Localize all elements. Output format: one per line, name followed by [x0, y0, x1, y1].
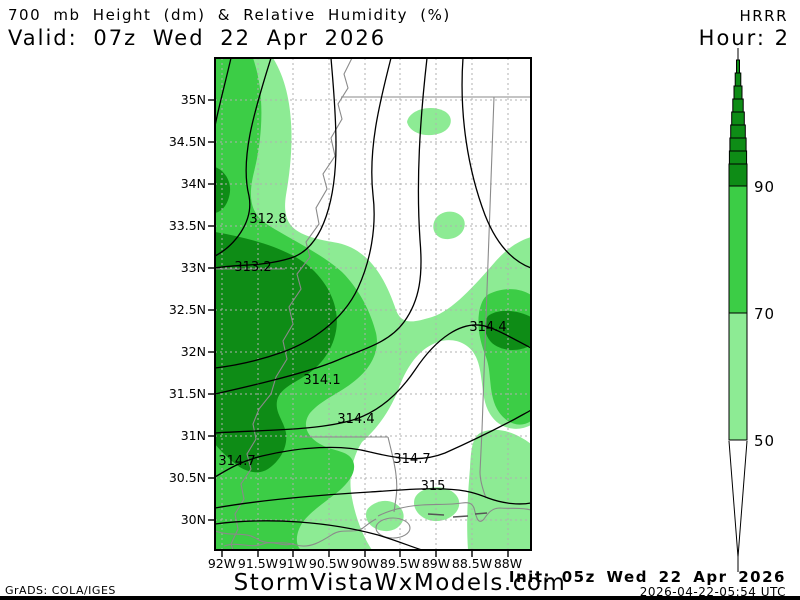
contour-label: 312.8	[249, 212, 286, 227]
lon-tick-label: 91.5W	[238, 556, 278, 571]
colorbar-segment-70-90	[728, 185, 748, 314]
lat-tick-label: 35N	[181, 92, 206, 107]
lat-tick-label: 32.5N	[169, 302, 206, 317]
valid-time-label: Valid: 07z Wed 22 Apr 2026	[8, 26, 387, 50]
mississippi-river	[230, 58, 353, 550]
lat-tick-label: 33N	[181, 260, 206, 275]
lat-tick-label: 30N	[181, 512, 206, 527]
contour-label: 314.1	[303, 373, 340, 388]
colorbar-label-70: 70	[754, 305, 775, 323]
latlon-gridlines	[215, 58, 531, 550]
contour-label: 315	[421, 479, 446, 494]
lon-tick-label: 89W	[422, 556, 450, 571]
lon-tick-label: 92W	[208, 556, 236, 571]
contour-label: 314.7	[218, 454, 255, 469]
page-title: 700 mb Height (dm) & Relative Humidity (…	[8, 6, 451, 24]
contour-label: 314.4	[469, 320, 506, 335]
init-time-label: Init: 05z Wed 22 Apr 2026	[508, 568, 786, 586]
coastline	[215, 502, 531, 547]
lon-tick-label: 88.5W	[452, 556, 492, 571]
lat-tick-label: 33.5N	[169, 218, 206, 233]
colorbar-segment-50-70	[728, 312, 748, 441]
state-borders	[215, 96, 531, 513]
lat-tick-label: 34.5N	[169, 134, 206, 149]
grads-credit-label: GrADS: COLA/IGES	[5, 584, 116, 597]
axis-ticks	[208, 99, 509, 557]
lon-axis-labels: 92W 91.5W 91W 90.5W 90W 89.5W 89W 88.5W …	[208, 556, 522, 571]
contour-label: 313.2	[234, 260, 271, 275]
map-frame	[214, 57, 532, 551]
init-timestamp-label: 2026-04-22-05:54 UTC	[639, 585, 786, 599]
colorbar: 90 70 50	[728, 48, 775, 572]
contour-labels: 312.8 313.2 314.1 314.4 314.4 314.7 314.…	[218, 212, 506, 494]
colorbar-taper-bottom	[728, 440, 748, 572]
forecast-hour-label: Hour: 2	[698, 26, 790, 50]
lat-tick-label: 31N	[181, 428, 206, 443]
lon-tick-label: 88W	[494, 556, 522, 571]
lon-tick-label: 89.5W	[380, 556, 420, 571]
barrier-island-dashes	[427, 512, 488, 518]
lon-tick-label: 90W	[351, 556, 379, 571]
lat-tick-label: 31.5N	[169, 386, 206, 401]
height-contours	[215, 58, 531, 550]
brand-watermark: StormVistaWxModels.com	[233, 570, 567, 596]
colorbar-cone-top	[728, 59, 748, 187]
bottom-border-strip	[0, 596, 800, 600]
model-name-label: HRRR	[739, 7, 788, 25]
lat-axis-labels: 35N 34.5N 34N 33.5N 33N 32.5N 32N 31.5N …	[169, 92, 206, 527]
lat-tick-label: 34N	[181, 176, 206, 191]
colorbar-label-90: 90	[754, 178, 775, 196]
lon-tick-label: 91W	[279, 556, 307, 571]
lat-tick-label: 32N	[181, 344, 206, 359]
colorbar-label-50: 50	[754, 432, 775, 450]
contour-label: 314.4	[337, 412, 374, 427]
contour-label: 314.7	[393, 452, 430, 467]
lon-tick-label: 90.5W	[309, 556, 349, 571]
lat-tick-label: 30.5N	[169, 470, 206, 485]
